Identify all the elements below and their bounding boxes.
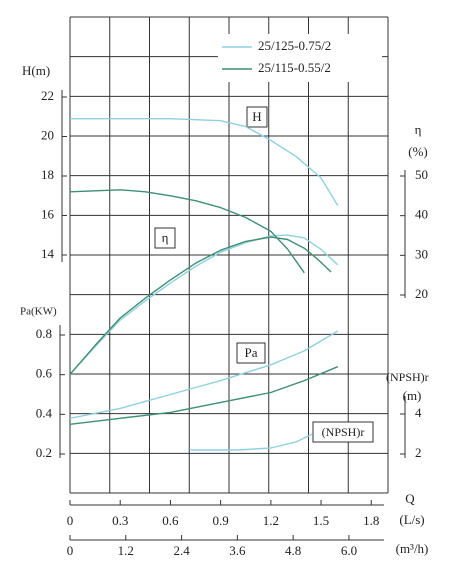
h-axis-label: H(m) — [22, 63, 50, 78]
y-tick-label: 2 — [415, 445, 422, 460]
y-tick-label: 20 — [415, 286, 428, 301]
legend-label: 25/115-0.55/2 — [258, 60, 331, 75]
label-box — [236, 342, 266, 364]
x-tick-label: 1.5 — [313, 513, 329, 528]
curve-label: H — [252, 109, 261, 124]
x2-tick-label: 0 — [67, 543, 74, 558]
y-tick-label: 22 — [41, 88, 54, 103]
y-tick-label: 16 — [41, 206, 55, 221]
x2-tick-label: 1.2 — [118, 543, 134, 558]
eta-axis-label: η — [415, 122, 422, 137]
curve-label: (NPSH)r — [322, 425, 365, 439]
y-tick-label: 18 — [41, 167, 54, 182]
y-tick-label: 20 — [41, 127, 54, 142]
Pa-curve — [69, 366, 339, 425]
x-tick-label: 0.9 — [213, 513, 229, 528]
eta-curve — [69, 234, 339, 375]
x-tick-label: 0.6 — [162, 513, 179, 528]
x2-tick-label: 3.6 — [229, 543, 246, 558]
x-axis-label: Q — [405, 491, 415, 506]
legend-label: 25/125-0.75/2 — [258, 38, 331, 53]
y-tick-label: 30 — [415, 246, 428, 261]
x-tick-label: 1.8 — [363, 513, 379, 528]
x2-axis-unit: (m³/h) — [396, 541, 429, 556]
x2-tick-label: 6.0 — [341, 543, 357, 558]
curve-label: Pa — [245, 345, 258, 360]
y-tick-label: 14 — [41, 246, 55, 261]
legend-box — [218, 34, 382, 82]
y-tick-label: 40 — [415, 207, 428, 222]
NPSH-curve — [190, 433, 314, 451]
eta-axis-unit: (%) — [408, 144, 428, 159]
label-box — [246, 106, 268, 128]
pa-axis-label: Pa(KW) — [20, 306, 57, 318]
npsh-axis-label: (NPSH)r — [386, 370, 429, 384]
y-tick-label: 0.4 — [36, 405, 53, 420]
label-box — [312, 421, 374, 443]
curve-label: η — [162, 230, 169, 245]
eta-curve — [69, 236, 332, 375]
Pa-curve — [69, 330, 339, 419]
y-tick-label: 4 — [415, 405, 422, 420]
H-curve — [70, 118, 339, 206]
x-tick-label: 1.2 — [263, 513, 279, 528]
label-box — [154, 227, 176, 249]
npsh-axis-unit: (m) — [403, 388, 422, 403]
x-tick-label: 0.3 — [112, 513, 128, 528]
x-tick-label: 0 — [67, 513, 74, 528]
y-tick-label: 0.6 — [36, 366, 53, 381]
y-tick-label: 0.2 — [36, 445, 52, 460]
x-axis-unit: (L/s) — [399, 512, 424, 527]
x2-tick-label: 2.4 — [173, 543, 190, 558]
x2-tick-label: 4.8 — [285, 543, 301, 558]
y-tick-label: 50 — [415, 167, 428, 182]
y-tick-label: 0.8 — [36, 326, 52, 341]
